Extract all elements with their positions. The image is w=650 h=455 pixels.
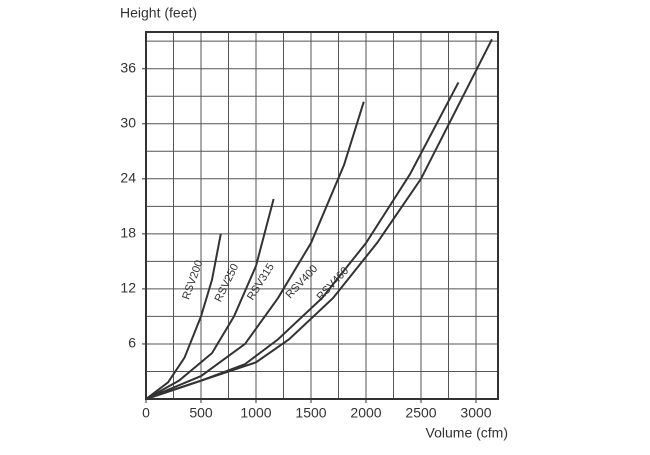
line: [145, 198, 275, 400]
line: [145, 81, 460, 400]
plot-frame: [145, 31, 499, 400]
x-tick-label: 1000: [240, 405, 271, 421]
x-tick-label: 500: [189, 405, 213, 421]
series-label: RSV200: [180, 259, 205, 302]
x-tick-label: 0: [142, 405, 150, 421]
y-tick-label: 36: [120, 59, 136, 75]
y-axis-label: Height (feet): [120, 5, 197, 21]
y-tick-label: 6: [128, 335, 136, 351]
line: [145, 233, 222, 400]
x-tick-label: 2000: [350, 405, 381, 421]
series-label: RSV250: [213, 262, 242, 304]
y-tick-label: 30: [120, 114, 136, 130]
line: [145, 101, 365, 400]
line: [145, 38, 493, 400]
x-tick-label: 2500: [405, 405, 436, 421]
x-tick-label: 3000: [460, 405, 491, 421]
y-tick-label: 12: [120, 280, 136, 296]
x-tick-label: 1500: [295, 405, 326, 421]
x-axis-label: Volume (cfm): [426, 425, 508, 441]
y-tick-label: 18: [120, 225, 136, 241]
y-tick-label: 24: [120, 170, 136, 186]
